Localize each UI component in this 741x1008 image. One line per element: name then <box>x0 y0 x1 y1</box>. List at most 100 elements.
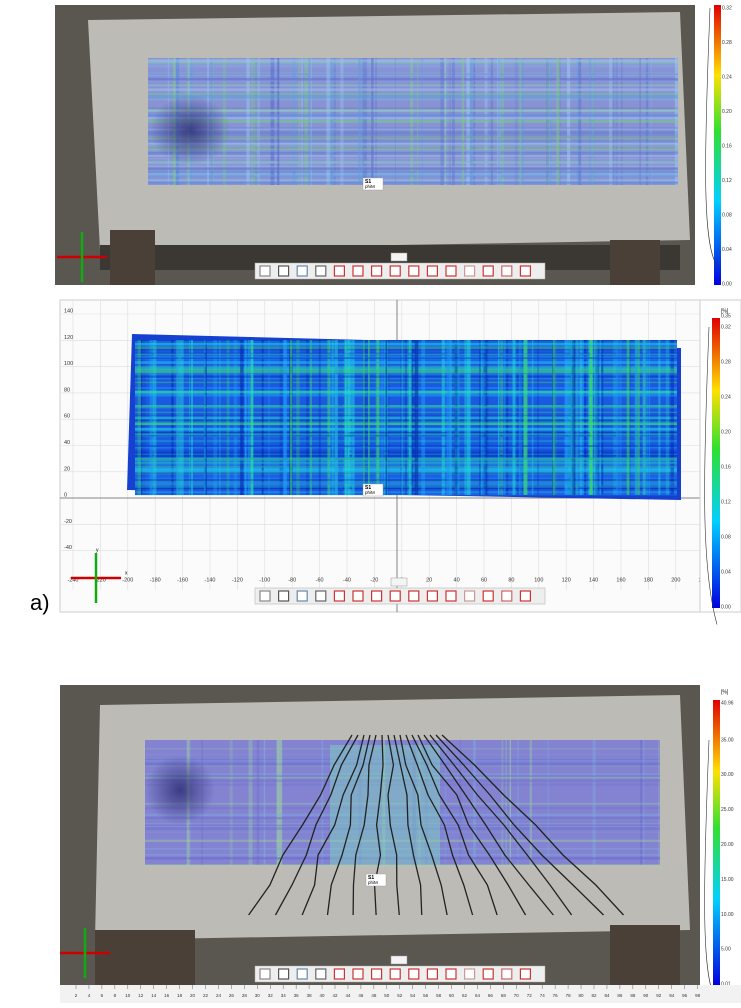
toolbar-button[interactable] <box>408 590 420 602</box>
toolbar-button[interactable] <box>259 265 271 277</box>
crack <box>423 734 554 916</box>
strain-streak <box>135 375 677 378</box>
toolbar-button[interactable] <box>371 265 383 277</box>
x-tick-label: 100 <box>534 577 543 583</box>
toolbar-button[interactable] <box>296 265 308 277</box>
toolbar-button[interactable] <box>352 968 364 980</box>
toolbar-button[interactable] <box>333 265 345 277</box>
toolbar-button[interactable] <box>482 968 494 980</box>
toolbar-button[interactable] <box>519 968 532 980</box>
ruler-label: 30 <box>255 993 261 998</box>
support <box>110 230 155 285</box>
strain-streak <box>292 58 296 185</box>
toolbar-toggle[interactable] <box>390 955 408 965</box>
ruler-label: 68 <box>501 993 507 998</box>
strain-streak <box>646 340 649 495</box>
toolbar-button[interactable] <box>315 968 327 980</box>
strain-streak <box>296 340 300 495</box>
strain-streak <box>148 174 678 177</box>
strain-streak <box>135 405 677 407</box>
toolbar-button[interactable] <box>464 590 476 602</box>
strain-streak <box>135 357 677 359</box>
toolbar-button[interactable] <box>519 590 532 602</box>
toolbar-button[interactable] <box>426 968 438 980</box>
toolbar-button[interactable] <box>278 968 290 980</box>
toolbar-button[interactable] <box>445 968 457 980</box>
strain-streak <box>619 340 622 495</box>
strain-streak <box>135 427 677 431</box>
toolbar-button[interactable] <box>259 968 271 980</box>
toolbar-toggle[interactable] <box>390 252 408 262</box>
strain-streak <box>261 340 264 495</box>
toolbar-button[interactable] <box>482 590 494 602</box>
strain-streak <box>148 181 678 184</box>
toolbar-button[interactable] <box>296 968 308 980</box>
strain-streak <box>135 467 677 471</box>
x-tick-label: -180 <box>150 577 161 583</box>
toolbar-button[interactable] <box>296 590 308 602</box>
toolbar-button[interactable] <box>315 590 327 602</box>
strain-streak <box>308 58 311 185</box>
colorbar <box>714 5 721 285</box>
toolbar-button[interactable] <box>389 968 401 980</box>
toolbar-button[interactable] <box>482 265 494 277</box>
toolbar-button[interactable] <box>501 265 513 277</box>
strain-streak <box>135 352 677 356</box>
ruler-label: 52 <box>397 993 403 998</box>
toolbar-button[interactable] <box>371 968 383 980</box>
strain-streak <box>470 58 473 185</box>
strain-streak <box>282 340 287 495</box>
strain-streak <box>578 58 582 185</box>
strain-streak <box>670 340 674 495</box>
strain-streak <box>250 58 254 185</box>
strain-streak <box>347 340 350 495</box>
ruler-label: 8 <box>114 993 117 998</box>
strain-streak <box>376 340 380 495</box>
strain-streak <box>135 370 677 374</box>
strain-streak <box>609 58 613 185</box>
strain-streak <box>135 457 677 461</box>
toolbar-button[interactable] <box>389 265 401 277</box>
colorbar-tick-label: 0.28 <box>721 359 731 365</box>
toolbar-button[interactable] <box>315 265 327 277</box>
strain-streak <box>148 79 678 82</box>
colorbar-tick-label: 0.08 <box>721 534 731 540</box>
toolbar-button[interactable] <box>445 590 457 602</box>
toolbar-button[interactable] <box>352 590 364 602</box>
strain-streak <box>505 740 507 865</box>
toolbar-button[interactable] <box>389 590 401 602</box>
toolbar-button[interactable] <box>371 590 383 602</box>
tag-sublabel: phiM <box>365 490 375 495</box>
colorbar-tick-label: 0.12 <box>721 499 731 505</box>
toolbar-button[interactable] <box>426 265 438 277</box>
toolbar-toggle[interactable] <box>390 577 408 587</box>
toolbar-button[interactable] <box>352 265 364 277</box>
strain-streak <box>637 340 640 495</box>
toolbar-button[interactable] <box>445 265 457 277</box>
strain-streak <box>135 417 677 420</box>
toolbar-button[interactable] <box>333 968 345 980</box>
colorbar-tick-label: 0.16 <box>721 464 731 470</box>
toolbar-button[interactable] <box>464 265 476 277</box>
strain-overlay <box>135 340 677 496</box>
ruler-label: 70 <box>514 993 520 998</box>
toolbar-button[interactable] <box>464 968 476 980</box>
strain-streak <box>444 58 446 185</box>
strain-streak <box>248 740 253 865</box>
crack <box>417 734 527 916</box>
toolbar-button[interactable] <box>278 590 290 602</box>
toolbar-button[interactable] <box>278 265 290 277</box>
toolbar-button[interactable] <box>408 265 420 277</box>
toolbar-button[interactable] <box>519 265 532 277</box>
strain-streak <box>306 340 309 495</box>
strain-streak <box>148 114 678 118</box>
toolbar-button[interactable] <box>333 590 345 602</box>
toolbar-button[interactable] <box>501 968 513 980</box>
x-tick-label: -240 <box>67 577 78 583</box>
toolbar-button[interactable] <box>408 968 420 980</box>
toolbar-button[interactable] <box>426 590 438 602</box>
toolbar-button[interactable] <box>501 590 513 602</box>
strain-streak <box>137 340 142 495</box>
toolbar-button[interactable] <box>259 590 271 602</box>
strain-streak <box>590 58 595 185</box>
